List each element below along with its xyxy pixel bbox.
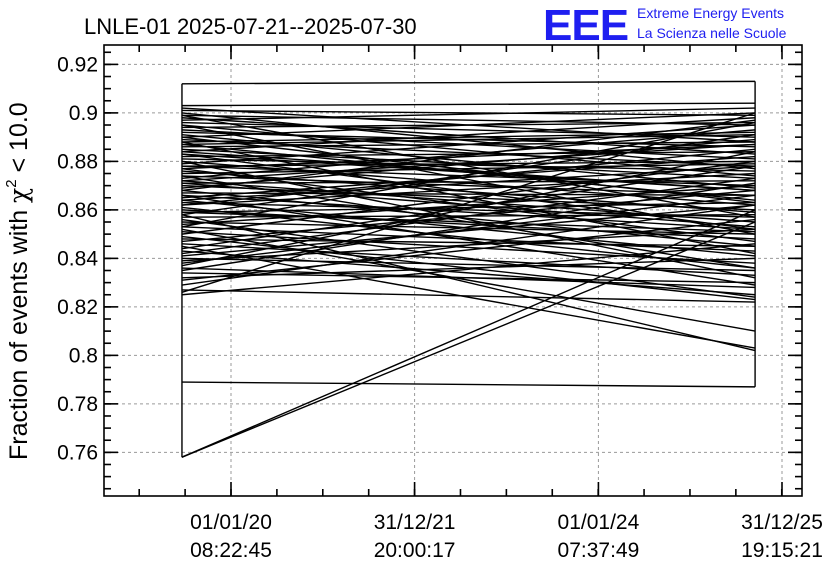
series-segment — [181, 204, 756, 257]
series-segment — [181, 112, 756, 293]
series-segment — [181, 189, 756, 247]
series-segment — [181, 131, 756, 143]
series-segment — [181, 194, 756, 264]
y-tick-label: 0.86 — [57, 199, 98, 222]
series-segment — [181, 141, 756, 255]
y-tick-label: 0.88 — [57, 150, 98, 173]
series-segment — [181, 165, 756, 187]
eee-logo-line1: Extreme Energy Events — [637, 5, 784, 21]
series-segment — [181, 250, 756, 296]
series-segment — [181, 182, 756, 272]
series-segment — [181, 114, 756, 218]
series-segment — [181, 257, 756, 272]
series-segment — [181, 182, 756, 228]
series-segment — [181, 209, 756, 240]
series-segment — [181, 124, 756, 177]
series-segment — [181, 381, 756, 388]
x-tick-time: 19:15:21 — [741, 539, 823, 562]
series-segment — [181, 107, 756, 121]
eee-logo-mark: EEE — [543, 1, 628, 50]
series-segment — [181, 150, 756, 158]
series-segment — [181, 143, 756, 182]
y-tick-label: 0.78 — [57, 393, 98, 416]
series-segment — [181, 194, 756, 286]
y-axis-label: Fraction of events with χ2 < 10.0 — [3, 102, 33, 460]
series-segment — [181, 209, 756, 458]
eee-logo-line2: La Scienza nelle Scuole — [637, 25, 787, 41]
series-lines — [181, 80, 756, 458]
series-segment — [181, 189, 756, 243]
series-segment — [181, 153, 756, 230]
chart-title: LNLE-01 2025-07-21--2025-07-30 — [84, 14, 417, 39]
series-segment — [181, 143, 756, 201]
series-segment — [181, 121, 756, 138]
series-segment — [181, 160, 756, 167]
y-axis-label-chi: χ — [4, 188, 33, 203]
series-segment — [181, 238, 756, 247]
series-segment — [181, 165, 756, 250]
x-tick-date: 01/01/20 — [190, 511, 272, 534]
series-segment — [181, 119, 756, 192]
y-tick-labels: 0.76 0.78 0.8 0.82 0.84 0.86 0.88 0.9 0.92 — [57, 53, 98, 464]
axis-ticks — [104, 45, 802, 496]
eee-logo: EEE Extreme Energy Events La Scienza nel… — [543, 1, 787, 50]
series-segment — [181, 180, 756, 184]
x-tick-time: 08:22:45 — [190, 539, 272, 562]
series-segment — [181, 163, 756, 175]
series-segment — [181, 214, 756, 352]
series-segment — [181, 245, 756, 349]
x-tick-labels: 01/01/20 08:22:45 31/12/21 20:00:17 01/01/24… — [190, 511, 823, 562]
x-tick-time: 07:37:49 — [558, 539, 640, 562]
series-segment — [181, 134, 756, 146]
y-tick-label: 0.8 — [69, 344, 98, 367]
series-segment — [181, 180, 756, 223]
series-segment — [181, 114, 756, 126]
series-segment — [181, 136, 756, 204]
x-tick-date: 31/12/21 — [374, 511, 456, 534]
series-segment — [181, 192, 756, 197]
y-axis-label-sup: 2 — [3, 179, 20, 187]
series-segment — [181, 80, 756, 85]
x-tick-date: 31/12/25 — [741, 511, 823, 534]
x-tick-date: 01/01/24 — [558, 511, 640, 534]
y-tick-label: 0.9 — [69, 102, 98, 125]
y-tick-label: 0.92 — [57, 53, 98, 76]
series-segment — [181, 102, 756, 107]
y-tick-label: 0.82 — [57, 296, 98, 319]
series-segment — [181, 211, 756, 233]
y-tick-label: 0.84 — [57, 247, 98, 270]
series-segment — [181, 109, 756, 117]
y-tick-label: 0.76 — [57, 441, 98, 464]
x-tick-time: 20:00:17 — [374, 539, 456, 562]
series-segment — [181, 151, 756, 267]
series-segment — [181, 289, 756, 303]
series-segment — [181, 129, 756, 160]
series-segment — [181, 121, 756, 228]
series-segment — [181, 165, 756, 201]
series-segment — [181, 112, 756, 170]
series-segment — [181, 218, 756, 281]
series-segment — [181, 148, 756, 206]
series-segment — [181, 150, 756, 192]
